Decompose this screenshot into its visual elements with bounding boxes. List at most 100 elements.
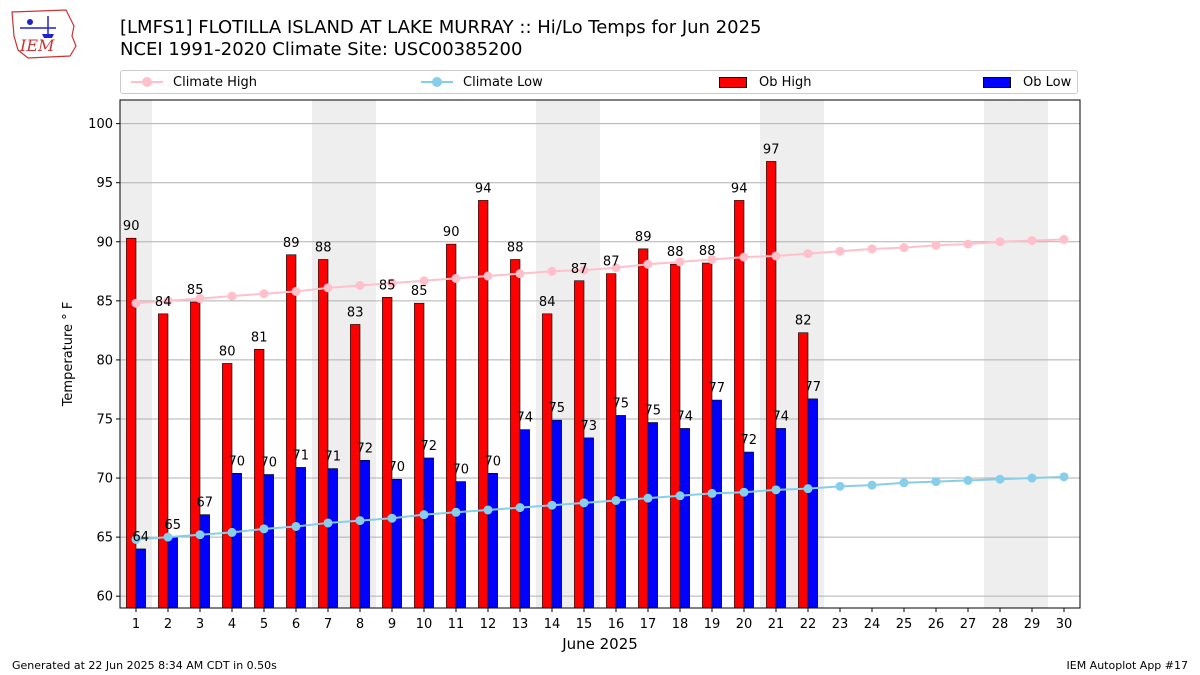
ob-low-bar	[423, 457, 434, 609]
legend-swatch-ob-low	[981, 75, 1013, 89]
climate-high-point	[387, 278, 397, 288]
chart-legend: Climate High Climate Low Ob High Ob Low	[120, 70, 1078, 94]
climate-low-point	[547, 500, 557, 510]
ob-low-label: 72	[421, 439, 438, 454]
climate-high-point	[483, 271, 493, 281]
x-tick-label: 7	[324, 617, 332, 632]
x-tick-label: 17	[640, 617, 657, 632]
climate-low-point	[611, 495, 621, 505]
climate-low-point	[1059, 472, 1069, 482]
climate-high-point	[931, 240, 941, 250]
ob-high-label: 87	[571, 262, 588, 277]
ob-high-label: 88	[315, 240, 332, 255]
ob-high-label: 94	[475, 181, 492, 196]
chart-subtitle: NCEI 1991-2020 Climate Site: USC00385200	[120, 39, 523, 60]
climate-high-point	[739, 252, 749, 262]
ob-high-label: 88	[667, 245, 684, 260]
climate-low-point	[707, 488, 717, 498]
ob-high-label: 82	[795, 314, 812, 329]
ob-high-bar	[318, 259, 329, 609]
y-tick-label: 85	[96, 294, 113, 309]
ob-high-bar	[766, 161, 777, 609]
ob-low-bar	[519, 429, 530, 609]
y-tick-label: 75	[96, 412, 113, 427]
legend-item-ob-high: Ob High	[717, 71, 812, 93]
ob-high-label: 90	[123, 219, 140, 234]
weekend-shade	[1016, 100, 1048, 608]
climate-low-point	[195, 530, 205, 540]
ob-low-label: 75	[645, 404, 662, 419]
ob-low-label: 72	[357, 441, 374, 456]
climate-high-point	[899, 243, 909, 253]
ob-low-bar	[359, 460, 370, 609]
climate-high-point	[419, 276, 429, 286]
climate-low-point	[835, 481, 845, 491]
x-tick-label: 27	[960, 617, 977, 632]
ob-high-bar	[350, 324, 361, 609]
ob-high-bar	[670, 263, 681, 609]
ob-low-label: 70	[229, 454, 246, 469]
ob-low-bar	[167, 536, 178, 609]
x-tick-label: 16	[608, 617, 625, 632]
ob-low-bar	[743, 451, 754, 609]
ob-high-bar	[542, 313, 553, 609]
climate-high-point	[611, 263, 621, 273]
ob-high-label: 83	[347, 305, 364, 320]
iem-logo: IEM	[11, 9, 77, 59]
ob-high-bar	[126, 237, 137, 609]
y-tick-label: 100	[88, 117, 113, 132]
x-tick-label: 6	[292, 617, 300, 632]
ob-high-bar	[702, 262, 713, 609]
ob-low-label: 73	[581, 419, 598, 434]
climate-low-point	[291, 521, 301, 531]
generated-timestamp: Generated at 22 Jun 2025 8:34 AM CDT in …	[12, 659, 277, 672]
ob-high-label: 89	[283, 236, 300, 251]
ob-low-bar	[263, 474, 274, 609]
ob-high-bar	[254, 348, 265, 609]
ob-high-label: 87	[603, 255, 620, 270]
x-tick-label: 4	[228, 617, 236, 632]
chart-title: [LMFS1] FLOTILLA ISLAND AT LAKE MURRAY :…	[120, 17, 762, 38]
ob-low-label: 77	[805, 380, 822, 395]
climate-low-point	[995, 474, 1005, 484]
climate-high-point	[163, 296, 173, 306]
climate-low-point	[1027, 473, 1037, 483]
ob-low-bar	[711, 399, 722, 609]
ob-high-bar	[190, 301, 201, 609]
climate-low-point	[131, 534, 141, 544]
climate-low-point	[579, 498, 589, 508]
climate-high-point	[323, 283, 333, 293]
ob-high-label: 84	[155, 295, 172, 310]
climate-low-point	[227, 527, 237, 537]
climate-high-point	[995, 237, 1005, 247]
climate-high-point	[195, 293, 205, 303]
climate-high-line	[135, 238, 1065, 305]
legend-label-climate-high: Climate High	[173, 74, 258, 90]
ob-high-bar	[222, 363, 233, 609]
x-tick-label: 3	[196, 617, 204, 632]
climate-high-point	[707, 254, 717, 264]
climate-low-point	[419, 510, 429, 520]
ob-high-bar	[414, 302, 425, 609]
ob-low-label: 75	[613, 396, 630, 411]
climate-high-point	[771, 251, 781, 261]
climate-high-point	[131, 298, 141, 308]
ob-low-bar	[327, 468, 338, 609]
ob-high-bar	[638, 248, 649, 609]
ob-low-label: 71	[293, 448, 310, 463]
ob-high-label: 88	[699, 244, 716, 259]
ob-high-label: 84	[539, 295, 556, 310]
climate-low-point	[771, 485, 781, 495]
ob-high-bar	[382, 296, 393, 609]
climate-low-point	[387, 513, 397, 523]
x-tick-label: 5	[260, 617, 268, 632]
x-tick-label: 11	[448, 617, 465, 632]
ob-high-label: 88	[507, 240, 524, 255]
y-tick-label: 90	[96, 235, 113, 250]
climate-low-point	[355, 516, 365, 526]
ob-low-bar	[775, 428, 786, 609]
climate-low-point	[867, 480, 877, 490]
x-tick-label: 25	[896, 617, 913, 632]
x-tick-label: 20	[736, 617, 753, 632]
